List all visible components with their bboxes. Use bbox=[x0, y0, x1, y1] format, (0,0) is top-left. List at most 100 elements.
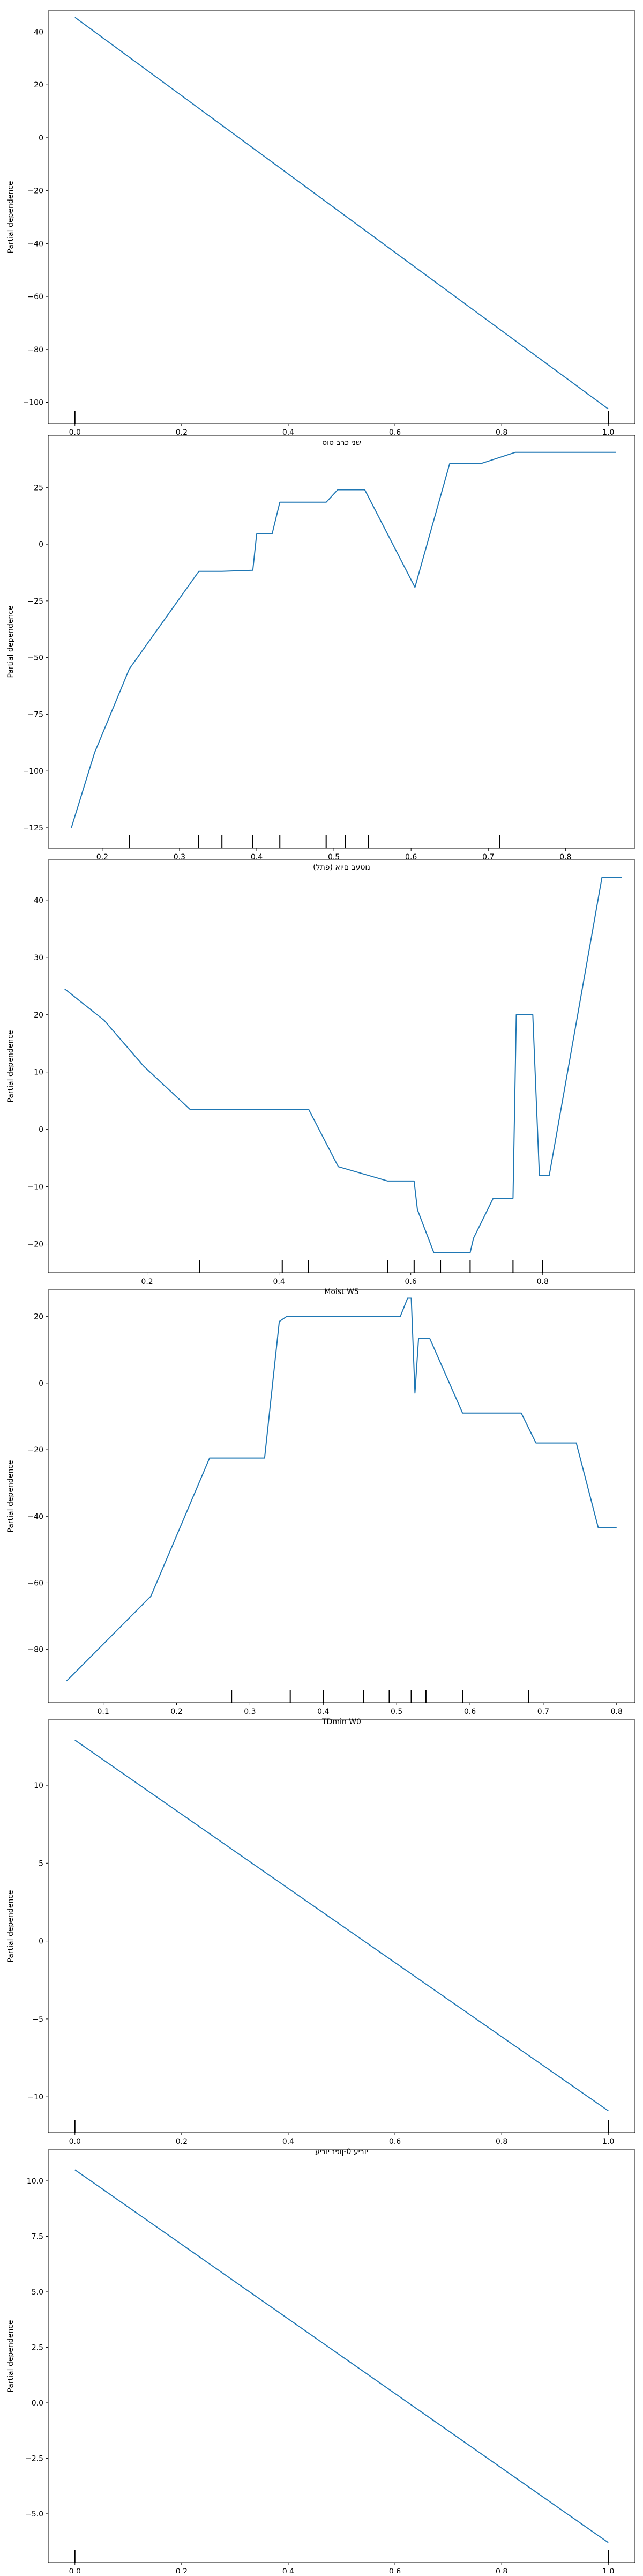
y-tick-label: 0 bbox=[39, 134, 43, 143]
y-tick-label: −50 bbox=[27, 654, 43, 663]
axes-frame bbox=[48, 2149, 635, 2563]
x-tick-label: 0.4 bbox=[282, 2137, 294, 2146]
y-axis-label: Partial dependence bbox=[6, 1460, 15, 1532]
x-axis-label: (פתל) נוטעב םיוא bbox=[313, 863, 370, 872]
x-tick-label: 0.1 bbox=[98, 1708, 109, 1716]
x-tick-label: 0.5 bbox=[328, 853, 340, 862]
axes-frame bbox=[48, 1289, 635, 1703]
x-tick-label: 0.2 bbox=[176, 428, 188, 437]
y-tick-label: −80 bbox=[27, 346, 43, 354]
x-tick-label: 0.4 bbox=[273, 1278, 285, 1286]
x-tick-label: 0.8 bbox=[496, 428, 507, 437]
partial-dependence-line bbox=[64, 877, 622, 1253]
pd-panel-4: 0.1 0.2 0.3 0.4 0.5 0.6 0.7 0.8 −80 −60 −40 −20 0 20 T… bbox=[6, 1289, 635, 1726]
y-axis-label: Partial dependence bbox=[6, 181, 15, 253]
y-tick-label: 10.0 bbox=[27, 2177, 43, 2186]
x-tick-label: 0.4 bbox=[282, 2567, 294, 2573]
partial-dependence-line bbox=[74, 17, 609, 410]
x-tick-label: 0.2 bbox=[96, 853, 108, 862]
y-tick-label: 0 bbox=[39, 1126, 43, 1134]
y-tick-label: 10 bbox=[34, 1068, 43, 1077]
x-tick-label: 0.4 bbox=[251, 853, 263, 862]
axes-frame bbox=[48, 435, 635, 849]
y-tick-label: −80 bbox=[27, 1646, 43, 1654]
y-tick-label: −40 bbox=[27, 240, 43, 248]
y-tick-label: −5 bbox=[32, 2015, 43, 2024]
partial-dependence-line bbox=[71, 451, 616, 828]
axes-frame bbox=[48, 10, 635, 424]
y-tick-label: −10 bbox=[27, 2093, 43, 2102]
x-tick-label: 0.2 bbox=[170, 1708, 182, 1716]
y-tick-label: −60 bbox=[27, 293, 43, 301]
x-tick-label: 0.4 bbox=[282, 428, 294, 437]
y-tick-label: 0 bbox=[39, 1937, 43, 1946]
pd-panel-1: 0.0 0.2 0.4 0.6 0.8 1.0 −100 −80 −60 −40 −20 0 20 40 ש… bbox=[6, 10, 635, 447]
partial-dependence-line bbox=[74, 1739, 609, 2112]
pd-panel-3: 0.2 0.4 0.6 0.8 −20 −10 0 10 20 30 40 Moist W5 Parti… bbox=[6, 859, 635, 1296]
y-tick-label: −125 bbox=[23, 824, 43, 833]
x-tick-label: 0.2 bbox=[176, 2137, 188, 2146]
y-tick-label: −5.0 bbox=[25, 2510, 43, 2519]
x-axis-label: TDmin W0 bbox=[322, 1718, 361, 1726]
partial-dependence-line bbox=[74, 2169, 609, 2543]
y-tick-label: 20 bbox=[34, 1313, 43, 1322]
x-tick-label: 0.2 bbox=[141, 1278, 153, 1286]
x-axis-label: Moist W5 bbox=[324, 1288, 359, 1296]
x-tick-label: 0.6 bbox=[405, 1278, 417, 1286]
y-axis-label: Partial dependence bbox=[6, 1890, 15, 1962]
y-tick-label: −60 bbox=[27, 1579, 43, 1587]
x-tick-label: 0.8 bbox=[537, 1278, 549, 1286]
y-tick-label: 0 bbox=[39, 540, 43, 549]
y-axis-label: Partial dependence bbox=[6, 2320, 15, 2392]
y-tick-label: 20 bbox=[34, 1011, 43, 1020]
y-tick-label: 0.0 bbox=[32, 2399, 43, 2408]
x-tick-label: 0.8 bbox=[611, 1708, 623, 1716]
x-tick-label: 0.3 bbox=[174, 853, 185, 862]
x-tick-label: 0.6 bbox=[389, 2137, 401, 2146]
x-tick-label: 0.6 bbox=[405, 853, 417, 862]
y-tick-label: −25 bbox=[27, 597, 43, 606]
x-tick-label: 0.0 bbox=[69, 428, 81, 437]
x-tick-label: 0.3 bbox=[244, 1708, 256, 1716]
partial-dependence-line bbox=[66, 1297, 617, 1682]
x-tick-label: 0.2 bbox=[176, 2567, 188, 2573]
y-tick-label: 25 bbox=[34, 484, 43, 492]
y-axis-label: Partial dependence bbox=[6, 605, 15, 678]
x-tick-label: 0.7 bbox=[482, 853, 494, 862]
x-tick-label: 1.0 bbox=[602, 2567, 614, 2573]
x-tick-label: 0.7 bbox=[537, 1708, 549, 1716]
pd-panel-6: 0.0 0.2 0.4 0.6 0.8 1.0 −5.0 −2.5 0.0 2.5 5.0 7.5 10… bbox=[6, 2149, 635, 2576]
y-tick-label: 40 bbox=[34, 896, 43, 905]
y-tick-label: 5 bbox=[39, 1859, 43, 1868]
y-tick-label: 40 bbox=[34, 28, 43, 36]
y-tick-label: −40 bbox=[27, 1512, 43, 1521]
x-tick-label: 0.6 bbox=[389, 428, 401, 437]
x-tick-label: 0.0 bbox=[69, 2567, 81, 2573]
y-tick-label: 10 bbox=[34, 1781, 43, 1790]
x-tick-label: 0.5 bbox=[391, 1708, 402, 1716]
x-tick-label: 0.4 bbox=[317, 1708, 329, 1716]
x-tick-label: 0.8 bbox=[559, 853, 571, 862]
y-tick-label: 20 bbox=[34, 81, 43, 90]
y-tick-label: −10 bbox=[27, 1183, 43, 1192]
x-tick-label: 0.8 bbox=[496, 2137, 507, 2146]
x-tick-label: 0.6 bbox=[464, 1708, 476, 1716]
x-axis-label: שני כרב סוס bbox=[322, 439, 361, 447]
x-tick-label: 1.0 bbox=[602, 428, 614, 437]
axes-frame bbox=[48, 1719, 635, 2133]
y-tick-label: −20 bbox=[27, 1241, 43, 1249]
y-axis-label: Partial dependence bbox=[6, 1030, 15, 1102]
y-tick-label: 2.5 bbox=[32, 2343, 43, 2352]
axes-frame bbox=[48, 859, 635, 1273]
pd-panel-2: 0.2 0.3 0.4 0.5 0.6 0.7 0.8 −125 −100 −75 −50 −25 0 2… bbox=[6, 435, 635, 872]
x-axis-label: יוביע 0-ןופנ יוביע bbox=[315, 2148, 368, 2156]
y-tick-label: 0 bbox=[39, 1379, 43, 1388]
y-tick-label: −100 bbox=[23, 767, 43, 776]
pd-panel-5: 0.0 0.2 0.4 0.6 0.8 1.0 −10 −5 0 5 10 יוביע 0-ןופנ … bbox=[6, 1719, 635, 2156]
y-tick-label: −100 bbox=[23, 399, 43, 407]
y-tick-label: −20 bbox=[27, 1446, 43, 1454]
x-tick-label: 0.0 bbox=[69, 2137, 81, 2146]
x-tick-label: 0.6 bbox=[389, 2567, 401, 2573]
